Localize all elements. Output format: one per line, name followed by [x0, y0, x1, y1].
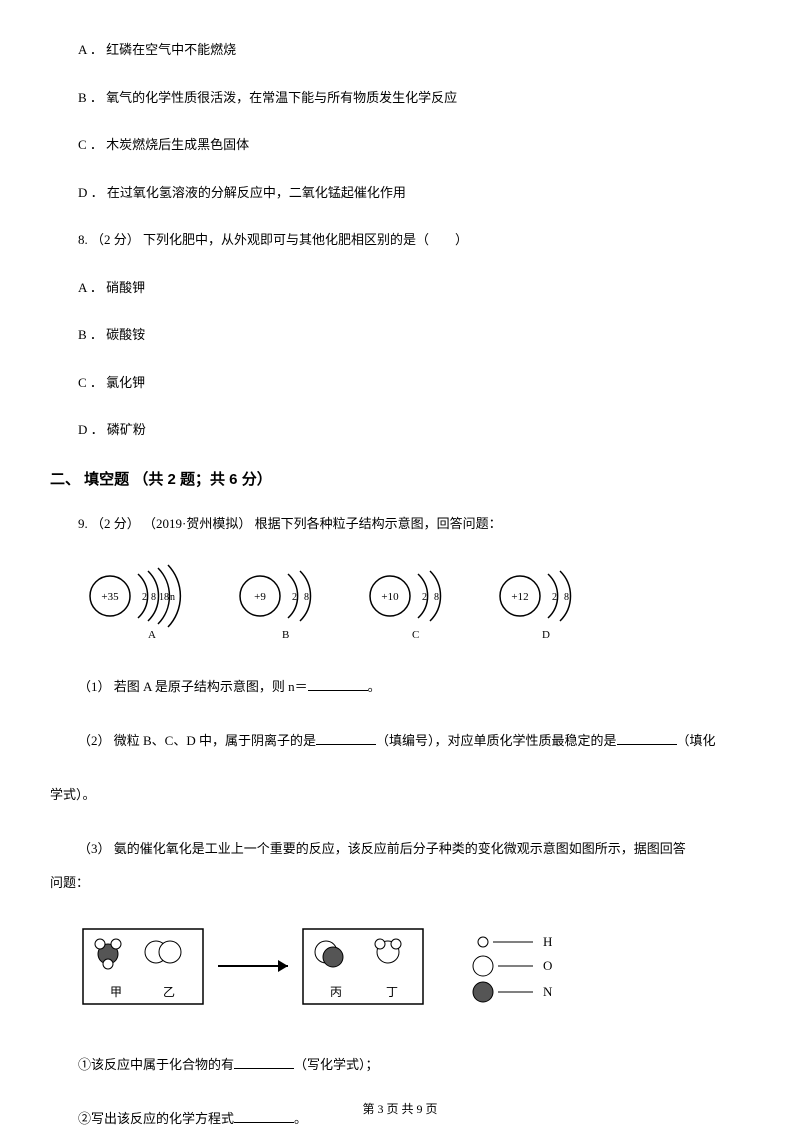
- q9-sub3-1b: （写化学式）；: [294, 1057, 379, 1072]
- q8-option-c: C ． 氯化钾: [50, 373, 750, 393]
- q9-sub2-line2: 学式）。: [50, 782, 750, 808]
- q9-sub3-line1: （3） 氨的催化氧化是工业上一个重要的反应，该反应前后分子种类的变化微观示意图如…: [50, 836, 750, 862]
- svg-text:甲: 甲: [110, 985, 122, 999]
- q9-sub2-a: （2） 微粒 B、C、D 中，属于阴离子的是: [78, 733, 316, 748]
- q8-option-d: D ． 磷矿粉: [50, 420, 750, 440]
- q7-option-d: D ． 在过氧化氢溶液的分解反应中，二氧化锰起催化作用: [50, 183, 750, 203]
- reaction-diagram: 甲 乙 丙 丁 H O N: [50, 924, 750, 1024]
- svg-text:H: H: [543, 934, 552, 949]
- svg-text:O: O: [543, 958, 552, 973]
- svg-text:8: 8: [151, 592, 156, 603]
- svg-text:+12: +12: [511, 591, 528, 603]
- q7-option-a: A ． 红磷在空气中不能燃烧: [50, 40, 750, 60]
- q9-sub3-line2: 问题：: [50, 870, 750, 896]
- q9-sub3-1: ①该反应中属于化合物的有 （写化学式）；: [50, 1052, 750, 1078]
- blank: [316, 731, 376, 745]
- svg-text:2: 2: [552, 592, 557, 603]
- svg-text:A: A: [148, 629, 156, 641]
- q9-sub3-1a: ①该反应中属于化合物的有: [78, 1057, 234, 1072]
- svg-text:+9: +9: [254, 591, 266, 603]
- blank: [308, 677, 368, 691]
- svg-text:2: 2: [292, 592, 297, 603]
- q9-sub1-pre: （1） 若图 A 是原子结构示意图，则 n＝: [78, 679, 308, 694]
- svg-text:n: n: [170, 592, 175, 603]
- q8-stem: 8. （2 分） 下列化肥中，从外观即可与其他化肥相区别的是（ ）: [50, 230, 750, 250]
- svg-text:8: 8: [564, 592, 569, 603]
- q9-sub2-b: （填编号），对应单质化学性质最稳定的是: [376, 733, 617, 748]
- svg-text:8: 8: [304, 592, 309, 603]
- page-footer: 第 3 页 共 9 页: [0, 1100, 800, 1117]
- svg-text:乙: 乙: [163, 985, 175, 999]
- q7-option-c: C ． 木炭燃烧后生成黑色固体: [50, 135, 750, 155]
- svg-text:D: D: [542, 629, 550, 641]
- q8-option-a: A ． 硝酸钾: [50, 278, 750, 298]
- q9-stem: 9. （2 分） （2019·贺州模拟） 根据下列各种粒子结构示意图，回答问题：: [50, 514, 750, 534]
- svg-text:B: B: [282, 629, 289, 641]
- blank: [234, 1055, 294, 1069]
- q8-option-b: B ． 碳酸铵: [50, 325, 750, 345]
- svg-text:丙: 丙: [330, 985, 342, 999]
- blank: [617, 731, 677, 745]
- svg-text:+35: +35: [101, 591, 119, 603]
- svg-text:2: 2: [142, 592, 147, 603]
- svg-text:丁: 丁: [386, 985, 398, 999]
- q9-sub2-line1: （2） 微粒 B、C、D 中，属于阴离子的是 （填编号），对应单质化学性质最稳定的…: [50, 728, 750, 754]
- atom-diagrams: +35 2 8 18 n A +9 2 8 B +10 2 8: [50, 561, 750, 646]
- svg-text:N: N: [543, 984, 553, 999]
- q7-option-b: B ． 氧气的化学性质很活泼，在常温下能与所有物质发生化学反应: [50, 88, 750, 108]
- section2-title: 二、 填空题 （共 2 题；共 6 分）: [50, 468, 750, 489]
- q9-sub1: （1） 若图 A 是原子结构示意图，则 n＝ 。: [50, 674, 750, 700]
- svg-text:C: C: [412, 629, 419, 641]
- svg-text:18: 18: [159, 592, 169, 603]
- svg-text:2: 2: [422, 592, 427, 603]
- q9-sub2-c: （填化: [677, 733, 716, 748]
- svg-text:8: 8: [434, 592, 439, 603]
- q9-sub1-post: 。: [368, 679, 381, 694]
- svg-text:+10: +10: [381, 591, 399, 603]
